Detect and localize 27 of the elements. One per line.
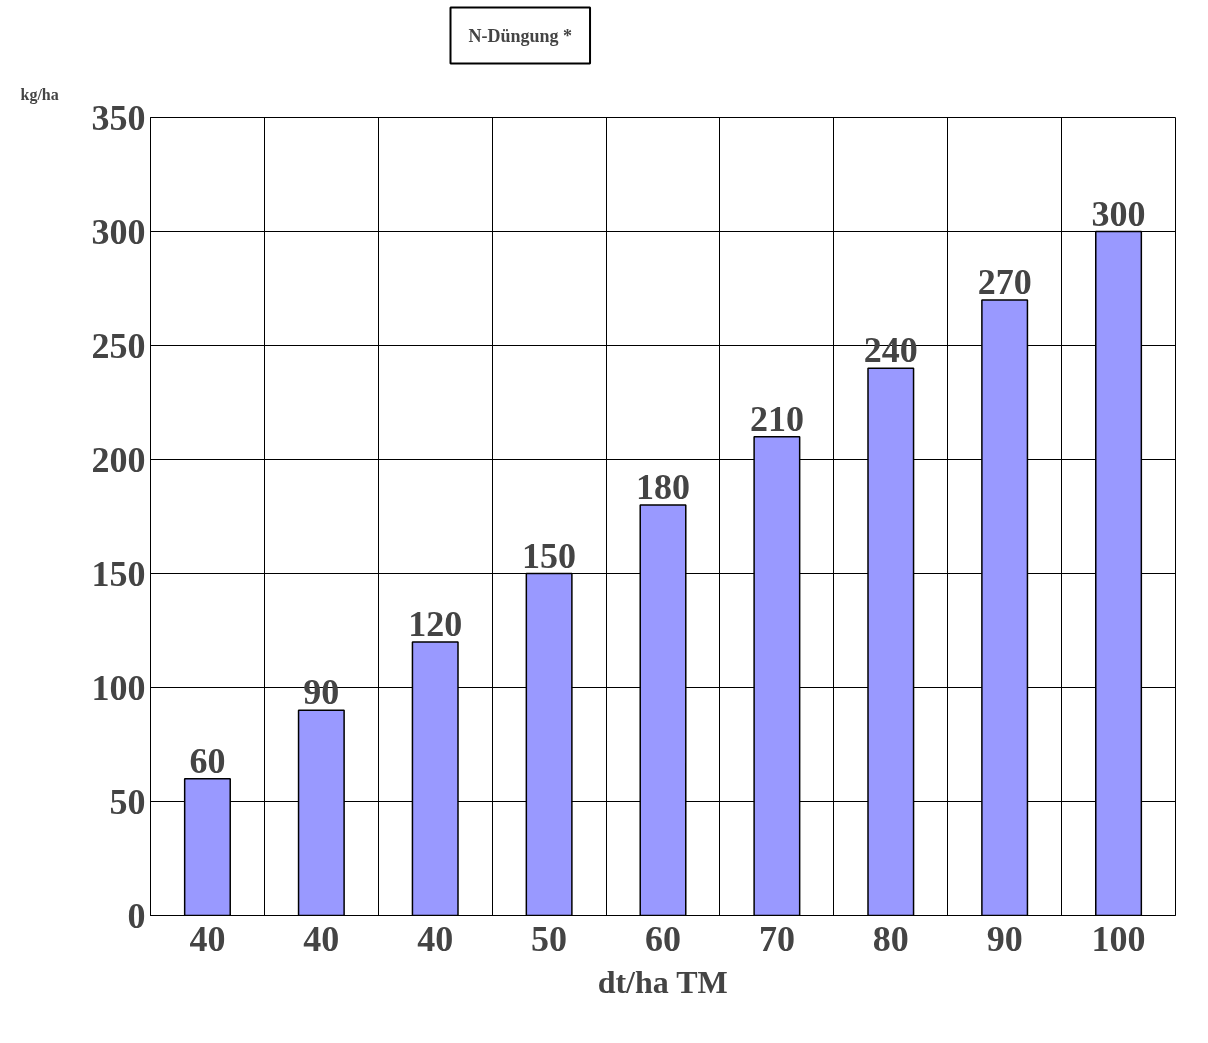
y-tick-label: 150 [91, 553, 146, 594]
data-label: 270 [977, 261, 1032, 302]
data-label: 180 [636, 467, 690, 508]
data-label: 60 [189, 740, 226, 781]
y-tick-label: 100 [91, 667, 146, 708]
x-axis-title: dt/ha TM [597, 963, 728, 1000]
y-tick-label: 200 [91, 439, 146, 480]
y-tick-label: 350 [91, 97, 146, 138]
data-label: 300 [1091, 193, 1146, 234]
y-axis-title: kg/ha [20, 85, 59, 104]
x-tick-label: 40 [189, 918, 226, 959]
x-tick-label: 100 [1091, 918, 1146, 959]
data-label: 210 [749, 398, 804, 439]
chart-title: N-Düngung * [468, 25, 573, 46]
y-tick-label: 50 [109, 781, 146, 822]
x-tick-label: 60 [645, 918, 681, 959]
x-tick-label: 90 [986, 918, 1023, 959]
y-tick-label: 0 [127, 895, 146, 936]
y-tick-label: 300 [91, 211, 146, 252]
y-tick-label: 250 [91, 325, 146, 366]
x-tick-label: 40 [303, 918, 340, 959]
x-tick-label: 40 [417, 918, 454, 959]
x-tick-label: 70 [758, 918, 795, 959]
x-tick-label: 80 [872, 918, 909, 959]
data-label: 120 [408, 603, 463, 644]
data-label: 150 [522, 535, 577, 576]
x-tick-label: 50 [531, 918, 568, 959]
